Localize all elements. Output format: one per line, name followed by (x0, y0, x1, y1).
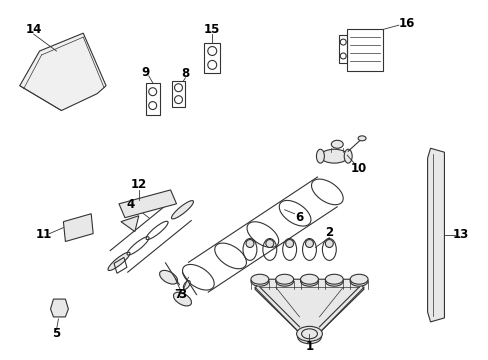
Ellipse shape (357, 136, 366, 141)
Text: 9: 9 (142, 66, 150, 79)
Text: 3: 3 (178, 288, 186, 301)
Ellipse shape (285, 239, 293, 247)
Text: 12: 12 (130, 179, 147, 192)
Text: 15: 15 (203, 23, 220, 36)
Ellipse shape (183, 280, 190, 289)
Text: 11: 11 (35, 228, 52, 241)
Ellipse shape (173, 292, 191, 306)
Ellipse shape (349, 274, 367, 284)
Ellipse shape (331, 140, 343, 148)
Ellipse shape (325, 274, 343, 284)
Ellipse shape (297, 330, 321, 344)
Polygon shape (427, 148, 444, 322)
Ellipse shape (349, 276, 367, 286)
Polygon shape (50, 299, 68, 317)
Ellipse shape (250, 276, 268, 286)
Text: 5: 5 (52, 327, 61, 340)
Polygon shape (121, 216, 139, 231)
Polygon shape (20, 33, 106, 111)
Text: 7: 7 (174, 288, 182, 301)
Text: 10: 10 (350, 162, 366, 175)
Ellipse shape (311, 179, 343, 205)
Text: 14: 14 (25, 23, 42, 36)
Text: 16: 16 (398, 17, 414, 30)
Ellipse shape (320, 149, 347, 163)
Polygon shape (119, 190, 176, 218)
Ellipse shape (275, 276, 293, 286)
Ellipse shape (316, 149, 324, 163)
Text: 13: 13 (451, 228, 468, 241)
Ellipse shape (275, 274, 293, 284)
Polygon shape (254, 279, 364, 331)
Ellipse shape (344, 149, 351, 163)
Text: 6: 6 (295, 211, 303, 224)
Text: 2: 2 (325, 226, 333, 239)
Ellipse shape (300, 274, 318, 284)
Text: 1: 1 (305, 340, 313, 353)
Text: 8: 8 (181, 67, 189, 80)
Ellipse shape (300, 276, 318, 286)
Ellipse shape (265, 239, 273, 247)
Ellipse shape (159, 270, 177, 284)
Polygon shape (63, 214, 93, 242)
Text: 4: 4 (126, 198, 135, 211)
Ellipse shape (171, 201, 193, 219)
Ellipse shape (296, 327, 322, 341)
Ellipse shape (325, 239, 333, 247)
Ellipse shape (245, 239, 253, 247)
Ellipse shape (182, 265, 214, 290)
Ellipse shape (108, 252, 130, 270)
Ellipse shape (250, 274, 268, 284)
Ellipse shape (305, 239, 313, 247)
Ellipse shape (325, 276, 343, 286)
